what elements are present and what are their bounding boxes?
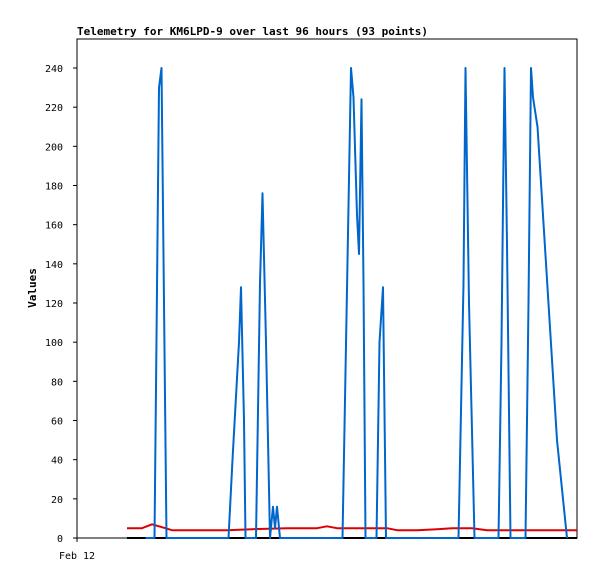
plot-area-frame (76, 38, 578, 539)
y-tick-label: 60 (51, 417, 63, 428)
y-tick-label: 0 (57, 534, 63, 545)
y-tick-label: 120 (45, 299, 63, 310)
x-tick-label: Feb 12 (59, 551, 95, 562)
y-tick-label: 100 (45, 338, 63, 349)
y-tick-label: 40 (51, 456, 63, 467)
y-tick-label: 20 (51, 495, 63, 506)
y-tick-label: 240 (45, 64, 63, 75)
series-layer (127, 67, 577, 539)
series-line-0 (145, 67, 568, 539)
y-tick-label: 140 (45, 260, 63, 271)
y-axis-ticks: 0 20 40 60 80 100 120 140 160 180 200 220 240 (45, 64, 77, 545)
chart-title: Telemetry for KM6LPD-9 over last 96 hour… (77, 25, 428, 38)
y-tick-label: 160 (45, 221, 63, 232)
x-axis-ticks: Feb 12 (59, 538, 95, 562)
y-tick-label: 220 (45, 103, 63, 114)
y-tick-label: 200 (45, 142, 63, 153)
y-tick-label: 80 (51, 377, 63, 388)
series-line-1 (127, 523, 577, 532)
y-tick-label: 180 (45, 182, 63, 193)
y-axis-label: Values (26, 268, 39, 308)
